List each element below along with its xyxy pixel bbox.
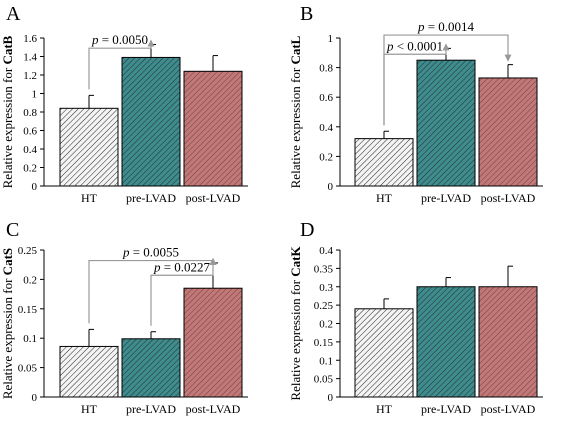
category-label: pre-LVAD xyxy=(126,191,176,205)
bar-post-lvad xyxy=(478,286,538,398)
y-axis-label: Relative expression for CatB xyxy=(0,35,15,188)
p-value-label: p = 0.0014 xyxy=(417,19,475,34)
panel-letter: D xyxy=(300,219,314,241)
significance-bracket xyxy=(150,257,217,326)
y-tick-label: 0.05 xyxy=(18,363,38,375)
p-value-label: p = 0.0227 xyxy=(153,259,211,274)
y-tick-label: 0.6 xyxy=(319,92,333,104)
y-tick-label: 1.6 xyxy=(23,33,37,45)
y-tick-label: 1 xyxy=(32,89,38,101)
y-tick-label: 0.15 xyxy=(314,337,334,349)
y-tick-label: 0 xyxy=(32,181,38,193)
y-axis-label: Relative expression for CatL xyxy=(288,35,303,188)
category-label: post-LVAD xyxy=(481,191,536,205)
bar-post-lvad xyxy=(478,77,538,187)
y-tick-label: 0.15 xyxy=(18,304,38,316)
y-tick-label: 0.8 xyxy=(319,63,333,75)
category-label: pre-LVAD xyxy=(421,402,471,416)
y-axis-label: Relative expression for CatK xyxy=(288,246,303,401)
p-value-label: p < 0.0001 xyxy=(386,38,443,53)
p-value-label: p = 0.0055 xyxy=(122,245,179,260)
bar-post-lvad xyxy=(183,70,243,187)
y-tick-label: 0.2 xyxy=(319,319,333,331)
y-tick-label: 0.1 xyxy=(319,355,333,367)
y-tick-label: 0 xyxy=(328,181,334,193)
bar-pre-lvad xyxy=(121,56,181,187)
panel-letter: C xyxy=(6,219,19,241)
category-label: HT xyxy=(81,402,98,416)
y-tick-label: 0.4 xyxy=(23,144,37,156)
y-tick-label: 0.4 xyxy=(319,245,333,257)
p-value-label: p = 0.0050 xyxy=(91,32,148,47)
y-tick-label: 1.2 xyxy=(23,70,37,82)
y-tick-label: 0.2 xyxy=(319,151,333,163)
y-tick-label: 0.4 xyxy=(319,122,333,134)
panel-letter: B xyxy=(300,3,313,25)
significance-bracket xyxy=(88,39,155,90)
y-tick-label: 0.2 xyxy=(23,274,37,286)
panel-A: A 0 0.2 0.4 0.6 0.8 1 1.2 1.4 1.6 Relative express… xyxy=(0,3,248,205)
y-axis-label: Relative expression for CatS xyxy=(0,248,15,399)
y-tick-label: 1.4 xyxy=(23,52,37,64)
category-label: pre-LVAD xyxy=(126,402,176,416)
y-tick-label: 1 xyxy=(328,33,334,45)
bar-pre-lvad xyxy=(416,286,476,398)
category-label: post-LVAD xyxy=(186,191,241,205)
category-label: HT xyxy=(376,402,393,416)
y-tick-label: 0 xyxy=(328,392,334,404)
bar-post-lvad xyxy=(183,287,243,398)
y-tick-label: 0.6 xyxy=(23,126,37,138)
panel-D: D 0 0.05 0.1 0.15 0.2 0.25 0.3 0.35 0.4 Relative e… xyxy=(288,219,543,416)
y-tick-label: 0.3 xyxy=(319,282,333,294)
y-tick-label: 0.2 xyxy=(23,163,37,175)
bar-ht xyxy=(354,308,414,398)
y-tick-label: 0.25 xyxy=(314,300,334,312)
category-label: HT xyxy=(376,191,393,205)
panel-letter: A xyxy=(6,3,21,25)
y-tick-label: 0.35 xyxy=(314,263,334,275)
bar-ht xyxy=(59,107,119,187)
y-tick-label: 0.1 xyxy=(23,333,37,345)
significance-bracket xyxy=(383,34,512,126)
bar-ht xyxy=(354,138,414,187)
panel-B: B 0 0.2 0.4 0.6 0.8 1 Relative expression for C… xyxy=(288,3,543,205)
bar-pre-lvad xyxy=(416,59,476,187)
bar-pre-lvad xyxy=(121,338,181,398)
y-tick-label: 0.05 xyxy=(314,374,334,386)
y-tick-label: 0.25 xyxy=(18,245,38,257)
category-label: post-LVAD xyxy=(186,402,241,416)
bar-ht xyxy=(59,345,119,398)
y-tick-label: 0 xyxy=(32,392,38,404)
y-tick-label: 0.8 xyxy=(23,107,37,119)
category-label: post-LVAD xyxy=(481,402,536,416)
category-label: pre-LVAD xyxy=(421,191,471,205)
category-label: HT xyxy=(81,191,98,205)
